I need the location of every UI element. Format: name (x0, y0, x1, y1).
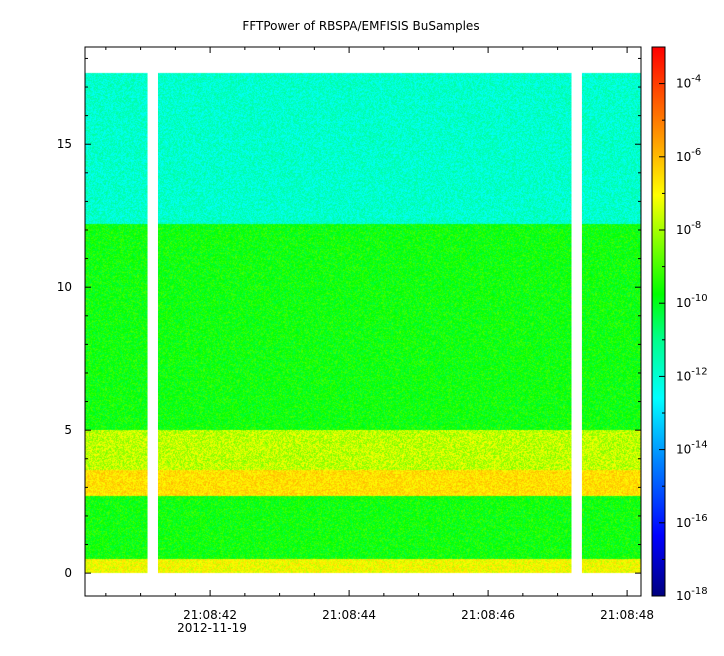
colorbar-tick-label: 10-4 (676, 74, 701, 91)
x-tick-label: 21:08:44 (322, 608, 376, 622)
colorbar-tick-label: 10-16 (676, 513, 708, 530)
data-gap (571, 70, 582, 576)
spectrogram-image (85, 47, 641, 596)
x-tick-label: 21:08:48 (600, 608, 654, 622)
colorbar: 10-4 10-6 10-8 10-10 10-12 10-14 10-16 10-18 (651, 46, 708, 603)
data-gap (147, 70, 158, 576)
colorbar-ticks: 10-4 10-6 10-8 10-10 10-12 10-14 10-16 10-18 (659, 46, 708, 603)
x-axis: 21:08:42 21:08:44 21:08:46 21:08:48 (105, 47, 654, 622)
x-tick-label: 21:08:46 (461, 608, 515, 622)
colorbar-tick-label: 10-10 (676, 293, 708, 310)
x-tick-label: 21:08:42 (183, 608, 237, 622)
y-tick-label: 15 (57, 137, 72, 151)
data-gaps (147, 70, 582, 576)
colorbar-tick-label: 10-8 (676, 220, 701, 237)
y-tick-label: 5 (64, 423, 72, 437)
colorbar-gradient (651, 46, 666, 597)
y-axis: 0 5 10 15 (57, 57, 641, 580)
chart-title: FFTPower of RBSPA/EMFISIS BuSamples (242, 19, 479, 33)
plot-area (84, 46, 642, 597)
colorbar-tick-label: 10-14 (676, 440, 708, 457)
plot-frame (84, 46, 642, 597)
colorbar-tick-label: 10-18 (676, 586, 708, 603)
x-date-label: 2012-11-19 (177, 621, 247, 635)
y-tick-label: 0 (64, 566, 72, 580)
colorbar-tick-label: 10-12 (676, 366, 708, 383)
colorbar-tick-label: 10-6 (676, 147, 701, 164)
y-tick-label: 10 (57, 280, 72, 294)
